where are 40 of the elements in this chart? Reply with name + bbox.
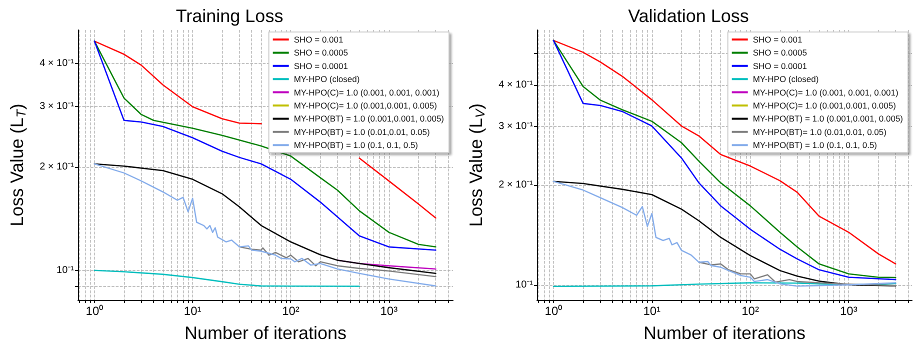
- legend-label: MY-HPO(BT) = 1.0 (0.01,0.01, 0.05): [294, 126, 430, 137]
- y-tick-label: 4 × 10⁻¹: [40, 58, 75, 69]
- y-axis-title: Loss Value (LT): [7, 104, 28, 226]
- y-tick-label: 3 × 10⁻¹: [40, 100, 75, 112]
- legend-label: MY-HPO(BT) = 1.0 (0.001,0.001, 0.005): [294, 114, 444, 124]
- x-tick-label: 10⁰: [544, 304, 562, 318]
- y-tick-label: 3 × 10⁻¹: [498, 120, 534, 132]
- y-tick-label: 2 × 10⁻¹: [40, 161, 75, 172]
- y-axis-title: Loss Value (LV): [466, 103, 488, 227]
- legend-label: MY-HPO(BT) = 1.0 (0.1, 0.1, 0.5): [294, 140, 418, 150]
- legend-label: MY-HPO(C)= 1.0 (0.001, 0.001, 0.001): [752, 87, 898, 98]
- x-tick-label: 10²: [282, 304, 300, 318]
- legend-label: MY-HPO(C)= 1.0 (0.001, 0.001, 0.001): [294, 87, 440, 98]
- x-tick-label: 10⁰: [86, 304, 104, 318]
- legend-label: MY-HPO(BT)= 1.0 (0.01,0.01, 0.05): [752, 126, 887, 137]
- legend-label: SHO = 0.001: [752, 34, 802, 44]
- x-tick-label: 10¹: [643, 304, 661, 318]
- chart-title: Validation Loss: [628, 6, 749, 26]
- x-tick-label: 10³: [840, 304, 858, 318]
- legend-label: SHO = 0.0001: [294, 60, 348, 71]
- legend-label: MY-HPO (closed): [294, 74, 360, 84]
- legend-label: MY-HPO(C)= 1.0 (0.001,0.001, 0.005): [752, 100, 896, 110]
- legend-label: SHO = 0.0001: [752, 60, 808, 71]
- legend-label: MY-HPO (closed): [752, 74, 819, 84]
- y-tick-label: 10⁻¹: [56, 264, 75, 276]
- legend-label: MY-HPO(BT) = 1.0 (0.001,0.001, 0.005): [752, 114, 904, 124]
- legend-label: SHO = 0.001: [294, 34, 344, 44]
- x-axis-title: Number of iterations: [643, 323, 806, 343]
- y-tick-label: 4 × 10⁻¹: [498, 80, 534, 91]
- x-tick-label: 10¹: [184, 304, 202, 318]
- y-tick-label: 2 × 10⁻¹: [498, 179, 534, 190]
- y-tick-label: 10⁻¹: [516, 279, 534, 290]
- legend-label: MY-HPO(BT) = 1.0 (0.1, 0.1, 0.5): [752, 140, 878, 150]
- x-tick-label: 10³: [380, 304, 398, 318]
- x-tick-label: 10²: [742, 304, 759, 318]
- x-axis-title: Number of iterations: [184, 323, 347, 343]
- chart-title: Training Loss: [176, 6, 284, 26]
- legend-label: SHO = 0.0005: [294, 48, 348, 58]
- legend-label: MY-HPO(C)= 1.0 (0.001,0.001, 0.005): [294, 100, 438, 110]
- legend-label: SHO = 0.0005: [752, 48, 808, 58]
